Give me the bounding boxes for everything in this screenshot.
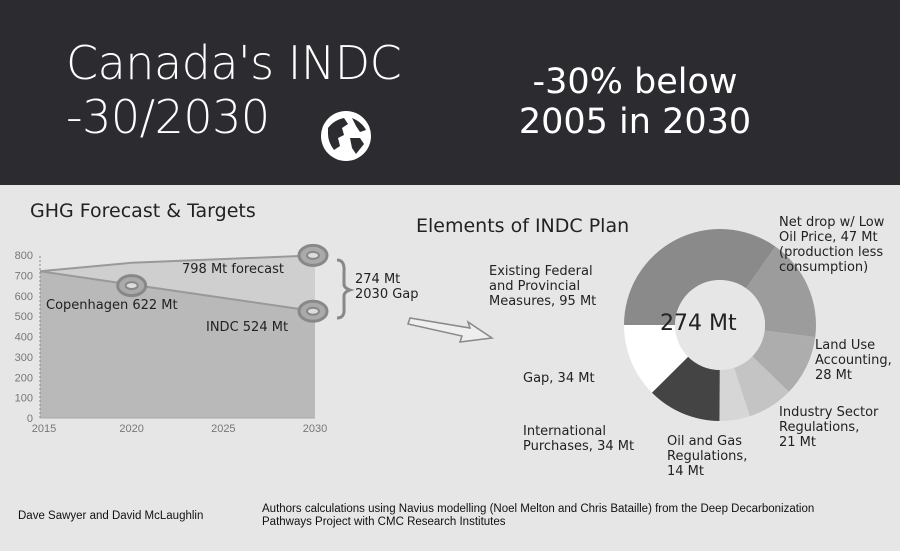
slice-label-line: 14 Mt xyxy=(667,464,704,479)
footer-source-line-1: Authors calculations using Navius modell… xyxy=(262,503,815,515)
target-marker-center xyxy=(124,281,139,291)
gap-annotation-line-2: 2030 Gap xyxy=(355,287,419,302)
slice-label: Net drop w/ Low Oil Price, 47 Mt (producti… xyxy=(779,215,884,275)
slice-label-line: Regulations, xyxy=(667,449,748,464)
indc-line xyxy=(39,270,316,313)
slice-label: Land Use Accounting, 28 Mt xyxy=(815,338,892,383)
indc-label: INDC 524 Mt xyxy=(206,320,289,335)
donut-slice xyxy=(752,330,816,392)
x-tick-label: 2020 xyxy=(119,423,143,435)
footer-source: Authors calculations using Navius modell… xyxy=(262,503,814,529)
y-tick-label: 400 xyxy=(15,332,33,344)
gap-annotation: 274 Mt 2030 Gap xyxy=(355,272,419,302)
y-tick-label: 100 xyxy=(15,393,33,405)
slice-label-line: Regulations, xyxy=(779,420,860,435)
slice-label-line: International xyxy=(523,424,606,439)
donut-slice xyxy=(719,367,750,422)
y-tick-label: 500 xyxy=(15,311,33,323)
gap-annotation-line-1: 274 Mt xyxy=(355,272,401,287)
target-marker-center xyxy=(306,250,320,260)
footer-authors: Dave Sawyer and David McLaughlin xyxy=(18,510,204,522)
y-tick-label: 0 xyxy=(27,413,33,425)
title-line-2: -30/2030 xyxy=(66,90,270,144)
gap-brace xyxy=(336,258,355,320)
slice-label: Gap, 34 Mt xyxy=(523,371,595,386)
page-title: Canada's INDC -30/2030 xyxy=(66,36,402,144)
slice-label: Existing Federal and Provincial Measures, … xyxy=(489,264,596,309)
title-line-1: Canada's INDC xyxy=(66,36,402,90)
slice-label-line: Oil Price, 47 Mt xyxy=(779,230,878,245)
donut-slice xyxy=(651,356,720,421)
y-tick-label: 200 xyxy=(15,372,33,384)
slice-label-line: Oil and Gas xyxy=(667,434,742,449)
y-tick-label: 700 xyxy=(15,270,33,282)
target-marker-center xyxy=(306,306,320,316)
slice-label-line: Measures, 95 Mt xyxy=(489,294,597,309)
arrow-icon xyxy=(407,317,495,343)
donut-hole xyxy=(675,280,765,370)
slice-label-line: consumption) xyxy=(779,260,869,275)
donut-center-label: 274 Mt xyxy=(660,311,737,336)
copenhagen-label: Copenhagen 622 Mt xyxy=(46,298,178,313)
slice-label-line: Existing Federal xyxy=(489,264,593,279)
x-tick-label: 2030 xyxy=(303,423,327,435)
slice-label-line: Industry Sector xyxy=(779,405,879,420)
slice-label: International Purchases, 34 Mt xyxy=(523,424,634,454)
subtitle-line-2: 2005 in 2030 xyxy=(518,102,752,142)
forecast-line xyxy=(39,254,316,273)
x-tick-label: 2015 xyxy=(32,423,56,435)
donut-slice xyxy=(734,356,789,417)
donut-slice xyxy=(745,246,816,338)
ghg-chart-title: GHG Forecast & Targets xyxy=(30,200,256,222)
slice-label-line: (production less xyxy=(779,245,884,260)
slice-label-line: Accounting, xyxy=(815,353,892,368)
slice-label-line: Purchases, 34 Mt xyxy=(523,439,635,454)
slice-label: Industry Sector Regulations, 21 Mt xyxy=(779,405,878,450)
globe-icon xyxy=(318,108,374,168)
y-tick-label: 300 xyxy=(15,352,33,364)
indc-plan-title: Elements of INDC Plan xyxy=(416,215,630,237)
y-tick-label: 600 xyxy=(15,291,33,303)
x-tick-label: 2025 xyxy=(211,423,235,435)
slice-label-line: Land Use xyxy=(815,338,876,353)
header-banner: Canada's INDC -30/2030 -30% below 2005 i… xyxy=(0,0,900,185)
donut-slice xyxy=(624,325,689,393)
indc-area xyxy=(40,271,315,418)
slice-label: Oil and Gas Regulations, 14 Mt xyxy=(667,434,747,479)
donut-slice xyxy=(624,229,776,325)
subtitle-line-1: -30% below xyxy=(532,62,738,102)
y-tick-label: 800 xyxy=(15,250,33,262)
slice-label-line: Net drop w/ Low xyxy=(779,215,885,230)
forecast-label: 798 Mt forecast xyxy=(182,262,284,277)
slice-label-line: 21 Mt xyxy=(779,435,816,450)
slice-label-line: 28 Mt xyxy=(815,368,852,383)
slice-label-line: Gap, 34 Mt xyxy=(523,371,595,386)
subtitle: -30% below 2005 in 2030 xyxy=(515,62,755,142)
footer-source-line-2: Pathways Project with CMC Research Insti… xyxy=(262,516,506,528)
slice-label-line: and Provincial xyxy=(489,279,581,294)
